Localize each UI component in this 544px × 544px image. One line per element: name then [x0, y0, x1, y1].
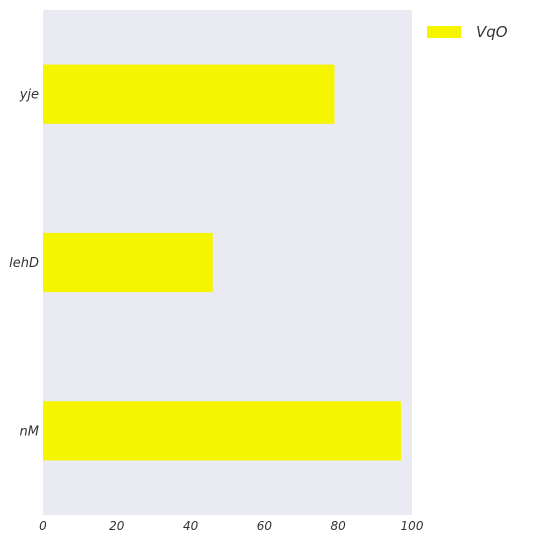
x-tick-label-0: 0 — [39, 519, 47, 533]
bar-lehD — [43, 232, 213, 293]
x-tick-label-20: 20 — [109, 519, 125, 533]
bars-group — [43, 64, 401, 461]
legend-swatch — [427, 26, 461, 38]
x-tick-labels-group: 0 20 40 60 80 100 — [39, 519, 424, 533]
category-label-nM: nM — [20, 424, 39, 439]
legend-label: VqO — [476, 23, 508, 41]
legend: VqO — [427, 23, 508, 41]
x-tick-label-80: 80 — [331, 519, 347, 533]
category-label-lehD: lehD — [9, 256, 39, 271]
x-tick-label-60: 60 — [257, 519, 273, 533]
category-label-yje: yje — [19, 88, 39, 103]
category-labels-group: yje lehD nM — [9, 88, 39, 440]
bar-nM — [43, 401, 401, 461]
x-tick-label-100: 100 — [401, 519, 424, 533]
x-tick-label-40: 40 — [183, 519, 199, 533]
bar-yje — [43, 64, 335, 124]
